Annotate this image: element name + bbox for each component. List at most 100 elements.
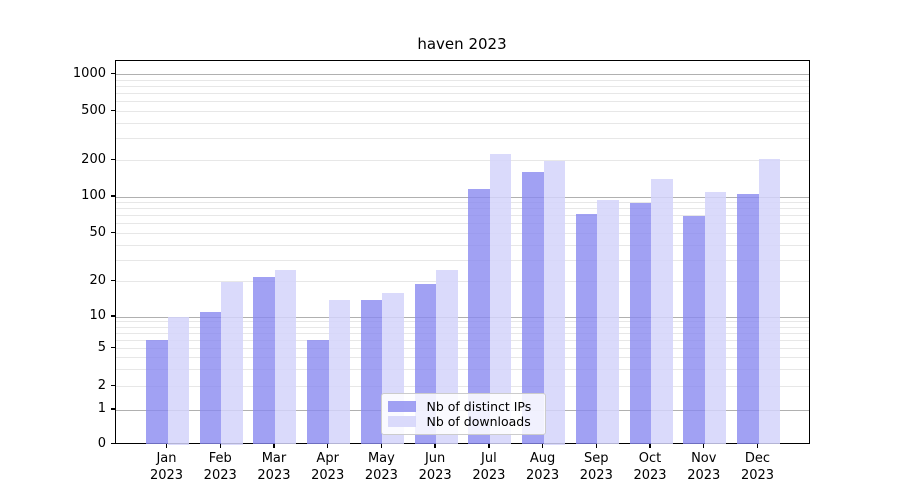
x-axis-tick-label: Jan 2023: [149, 450, 184, 483]
x-axis-tick-mark: [273, 443, 275, 448]
bar-downloads: [597, 199, 619, 445]
gridline-minor: [115, 215, 809, 217]
plot-area: Nb of distinct IPs Nb of downloads: [114, 60, 810, 445]
y-axis-tick-mark: [110, 158, 115, 161]
bar-downloads: [328, 299, 351, 445]
bar-downloads: [274, 269, 297, 445]
y-axis-tick-mark: [110, 346, 115, 349]
y-axis-tick-mark: [110, 72, 115, 75]
x-axis-tick-mark: [756, 443, 759, 448]
bar-distinct-ips: [360, 299, 383, 445]
legend-label-downloads: Nb of downloads: [426, 414, 531, 429]
bar-downloads: [651, 179, 673, 445]
y-axis-tick-label: 500: [81, 102, 106, 118]
x-axis-tick-label: Mar 2023: [257, 450, 291, 483]
gridline-minor: [115, 339, 809, 341]
y-axis-tick-label: 200: [81, 151, 106, 167]
x-axis-tick-label: Nov 2023: [687, 450, 721, 483]
gridline-minor: [115, 233, 809, 234]
legend-item-distinct-ips: Nb of distinct IPs: [387, 399, 537, 414]
bar-distinct-ips: [522, 172, 544, 445]
bar-distinct-ips: [468, 188, 490, 445]
bar-distinct-ips: [629, 202, 652, 445]
bar-distinct-ips: [199, 312, 222, 445]
y-axis-tick-label: 5: [97, 339, 106, 355]
x-axis-tick-label: Oct 2023: [633, 450, 667, 483]
gridline-minor: [115, 93, 809, 95]
gridline-minor: [115, 244, 809, 246]
bar-distinct-ips: [146, 340, 168, 445]
gridline-minor: [115, 259, 809, 261]
y-axis-tick-mark: [110, 442, 115, 445]
x-axis-tick-mark: [541, 443, 544, 448]
x-axis-tick-label: Jun 2023: [418, 450, 452, 483]
x-axis-tick-label: Apr 2023: [311, 450, 345, 483]
gridline-minor: [115, 369, 809, 371]
x-axis-tick-mark: [326, 443, 329, 448]
x-axis-tick-mark: [703, 443, 705, 448]
bar-distinct-ips: [575, 214, 598, 445]
gridline-minor: [115, 326, 809, 328]
gridline-minor: [115, 202, 809, 204]
y-axis-tick-label: 50: [89, 224, 106, 240]
y-axis-tick-mark: [110, 279, 115, 282]
bar-downloads: [489, 154, 512, 445]
y-axis-tick-mark: [110, 315, 115, 317]
bar-distinct-ips: [307, 340, 329, 445]
x-axis-tick-label: Aug 2023: [526, 450, 560, 483]
y-axis-tick-label: 1000: [72, 65, 106, 81]
gridline-minor: [115, 223, 809, 225]
bar-downloads: [704, 191, 727, 445]
gridline-minor: [115, 386, 809, 387]
x-axis-tick-mark: [380, 443, 383, 448]
gridline-minor: [115, 160, 809, 161]
legend-swatch-distinct-ips: [387, 401, 416, 412]
bar-distinct-ips: [683, 215, 705, 445]
gridline-minor: [115, 208, 809, 210]
y-axis-tick-label: 2: [97, 377, 106, 393]
x-axis-tick-mark: [649, 443, 651, 448]
gridline-minor: [115, 321, 809, 323]
y-axis-tick-mark: [110, 195, 115, 197]
x-axis-tick-mark: [219, 443, 221, 448]
gridline-minor: [115, 281, 809, 282]
y-axis-tick-label: 10: [89, 308, 106, 323]
y-axis-tick-mark: [110, 408, 115, 410]
bar-distinct-ips: [253, 276, 275, 445]
y-axis-tick-label: 0: [97, 435, 106, 451]
bar-downloads: [167, 317, 189, 445]
legend-label-distinct-ips: Nb of distinct IPs: [426, 399, 532, 414]
bar-downloads: [758, 159, 780, 445]
legend-item-downloads: Nb of downloads: [387, 414, 537, 429]
legend-swatch-downloads: [387, 416, 416, 427]
x-axis-tick-mark: [595, 443, 597, 448]
legend: Nb of distinct IPs Nb of downloads: [380, 393, 546, 435]
x-axis-tick-label: May 2023: [364, 450, 398, 483]
gridline-major: [115, 316, 809, 318]
bar-downloads: [543, 160, 566, 445]
gridline-minor: [115, 101, 809, 103]
chart-title: haven 2023: [417, 35, 507, 53]
x-axis-tick-mark: [434, 443, 436, 448]
x-axis-tick-label: Sep 2023: [579, 450, 613, 483]
y-axis-tick-label: 1: [97, 401, 106, 416]
y-axis-tick-mark: [110, 109, 115, 112]
gridline-major: [115, 196, 809, 198]
gridline-minor: [115, 85, 809, 87]
x-axis-tick-mark: [165, 443, 168, 448]
y-axis-tick-label: 100: [81, 188, 106, 203]
y-axis-tick-mark: [110, 231, 115, 234]
x-axis-tick-label: Jul 2023: [472, 450, 506, 483]
x-axis-tick-mark: [488, 443, 490, 448]
gridline-minor: [115, 111, 809, 112]
bar-downloads: [221, 281, 243, 445]
gridline-major: [115, 74, 809, 75]
gridline-minor: [115, 79, 809, 81]
y-axis-tick-mark: [110, 384, 115, 387]
gridline-minor: [115, 332, 809, 334]
x-axis-tick-label: Dec 2023: [740, 450, 775, 483]
bar-distinct-ips: [737, 194, 759, 445]
gridline-minor: [115, 348, 809, 349]
y-axis-tick-label: 20: [89, 272, 106, 288]
